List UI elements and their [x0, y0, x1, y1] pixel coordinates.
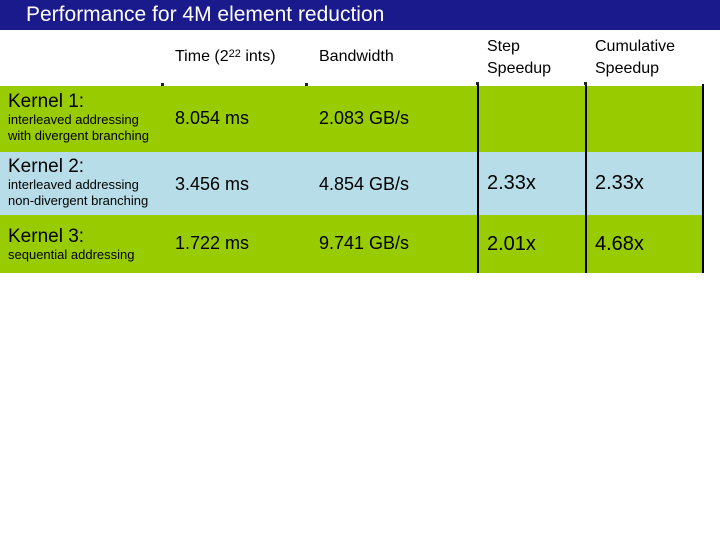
step-speedup-value: 2.01x [487, 233, 536, 255]
header-step-speedup: Step Speedup [487, 36, 551, 80]
row-label: Kernel 2: interleaved addressing non-div… [8, 157, 148, 209]
title-bar: Performance for 4M element reduction [0, 0, 720, 30]
kernel-desc-line2: with divergent branching [8, 128, 149, 143]
kernel-title: Kernel 2: [8, 156, 85, 177]
kernel-desc-line1: interleaved addressing [8, 177, 139, 192]
cumulative-speedup-value: 4.68x [595, 233, 644, 255]
table-row: Kernel 2: interleaved addressing non-div… [0, 152, 704, 215]
slide-title: Performance for 4M element reduction [26, 3, 385, 26]
header-cumulative-speedup: Cumulative Speedup [595, 36, 675, 80]
column-divider [585, 84, 587, 273]
table-row: Kernel 1: interleaved addressing with di… [0, 86, 704, 152]
bandwidth-value: 4.854 GB/s [319, 174, 410, 194]
step-speedup-value: 2.33x [487, 172, 536, 194]
header-step-line1: Step [487, 38, 520, 55]
table-row: Kernel 3: sequential addressing 1.722 ms… [0, 215, 704, 273]
header-time: Time (222 ints) [175, 46, 276, 68]
header-time-prefix: Time (2 [175, 48, 229, 65]
header-marker [161, 83, 164, 86]
kernel-title: Kernel 3: [8, 226, 85, 247]
row-label: Kernel 3: sequential addressing [8, 227, 134, 263]
header-cum-line1: Cumulative [595, 38, 676, 55]
kernel-desc-line2: non-divergent branching [8, 193, 149, 208]
header-marker [305, 83, 308, 86]
cumulative-speedup-value: 2.33x [595, 172, 644, 194]
header-marker [476, 82, 479, 85]
bandwidth-value: 9.741 GB/s [319, 233, 410, 253]
header-bandwidth: Bandwidth [319, 48, 394, 65]
time-value: 1.722 ms [175, 233, 250, 253]
header-marker [584, 82, 587, 85]
time-value: 8.054 ms [175, 108, 250, 128]
header-time-suffix: ints) [240, 48, 276, 65]
row-label: Kernel 1: interleaved addressing with di… [8, 92, 149, 144]
column-divider [702, 84, 704, 273]
kernel-desc-line1: interleaved addressing [8, 112, 139, 127]
kernel-title: Kernel 1: [8, 91, 85, 112]
column-divider [477, 84, 479, 273]
header-step-line2: Speedup [487, 60, 552, 77]
time-value: 3.456 ms [175, 174, 250, 194]
header-time-exponent: 22 [228, 48, 241, 60]
kernel-desc-line1: sequential addressing [8, 247, 135, 262]
header-cum-line2: Speedup [595, 60, 660, 77]
bandwidth-value: 2.083 GB/s [319, 108, 410, 128]
